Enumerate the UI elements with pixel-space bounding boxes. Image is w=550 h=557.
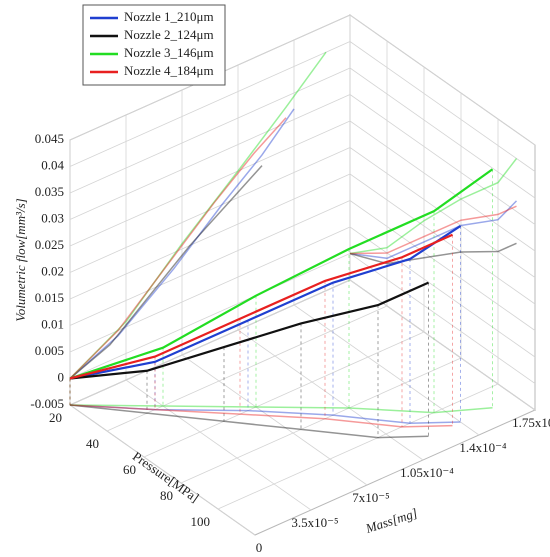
series-projection [69,404,461,425]
grid-line [349,226,536,358]
grid-line [349,14,536,146]
legend-label: Nozzle 2_124μm [124,27,214,42]
z-tick-label: 0.015 [35,290,64,305]
grid-line [69,173,351,300]
z-axis-title: Volumetric flow[mm³/s] [13,198,28,321]
x-tick-label: 20 [49,410,62,425]
legend: Nozzle 1_210μm Nozzle 2_124μm Nozzle 3_146… [82,4,226,86]
series-projection [69,165,263,380]
series-projection [69,108,295,380]
grid-line [125,379,312,511]
y-tick-label: 3.5x10⁻⁵ [291,515,338,530]
grid-line [349,200,536,331]
z-tick-label: 0.02 [41,263,64,278]
legend-label: Nozzle 3_146μm [124,45,214,60]
grid-line [69,120,351,247]
z-tick-label: -0.005 [30,396,64,411]
z-tick-label: 0.025 [35,237,64,252]
series-projection [69,117,287,380]
legend-label: Nozzle 4_184μm [124,63,214,78]
y-tick-label: 1.75x10⁻⁴ [512,415,550,430]
grid-line [217,383,499,510]
grid-line [69,279,351,406]
series-line [69,168,494,380]
x-tick-label: 40 [86,436,99,451]
grid-line [349,253,536,384]
legend-label: Nozzle 1_210μm [124,9,214,24]
grid-line [180,357,462,484]
grid-line [349,94,536,225]
series-projection [69,404,453,428]
x-tick-label: 80 [160,488,173,503]
grid-line [181,354,368,486]
grid-line [106,305,388,432]
series-projection [69,404,493,414]
grid-line [69,94,351,220]
lines [69,168,494,380]
series-projection [349,205,517,255]
series-projection [349,242,517,265]
grid-line [69,226,351,353]
series-projection [69,51,327,380]
series-line [69,281,429,380]
grid-line [69,147,351,273]
series-line [69,224,462,380]
series-line [69,233,453,380]
x-tick-label: 60 [123,462,136,477]
grid-line [143,331,425,458]
grid-line [237,329,424,461]
series-projection [69,404,429,439]
labels: -0.005 0 0.005 0.01 0.015 0.02 0.025 0.03 0.035 0… [30,131,550,555]
z-tick-label: 0.005 [35,343,64,358]
series-projection [349,158,518,255]
z-tick-label: 0 [58,369,65,384]
x-tick-label: 100 [191,514,211,529]
grid-line [349,147,536,278]
grid-line [69,41,351,167]
grid-line [349,120,536,252]
z-tick-label: 0.03 [41,210,64,225]
z-tick-label: 0.04 [41,157,64,172]
grid-line [69,200,351,326]
y-tick-label: 0 [256,540,263,555]
grid-line [69,404,256,536]
z-tick-label: 0.045 [35,131,64,146]
z-tick-label: 0.035 [35,184,64,199]
series-projection [349,200,518,260]
grid-line [69,253,351,379]
y-axis-title: Mass[mg] [363,505,419,536]
grid-line [293,304,480,436]
z-tick-label: 0.01 [41,316,64,331]
grid-line [69,67,351,194]
y-tick-label: 1.4x10⁻⁴ [459,440,507,455]
grid-line [349,41,536,172]
y-tick-label: 1.05x10⁻⁴ [400,465,454,480]
projections [69,51,518,439]
grid-line [349,67,536,199]
y-tick-label: 7x10⁻⁵ [352,490,389,505]
grid-line [349,279,536,411]
